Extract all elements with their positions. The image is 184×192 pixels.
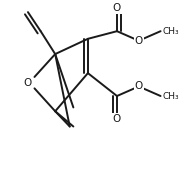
Text: O: O: [135, 36, 143, 46]
Text: O: O: [113, 114, 121, 124]
Text: O: O: [135, 81, 143, 91]
Text: O: O: [24, 78, 32, 88]
Text: O: O: [113, 3, 121, 13]
Text: CH₃: CH₃: [162, 27, 179, 36]
Text: CH₃: CH₃: [162, 92, 179, 100]
